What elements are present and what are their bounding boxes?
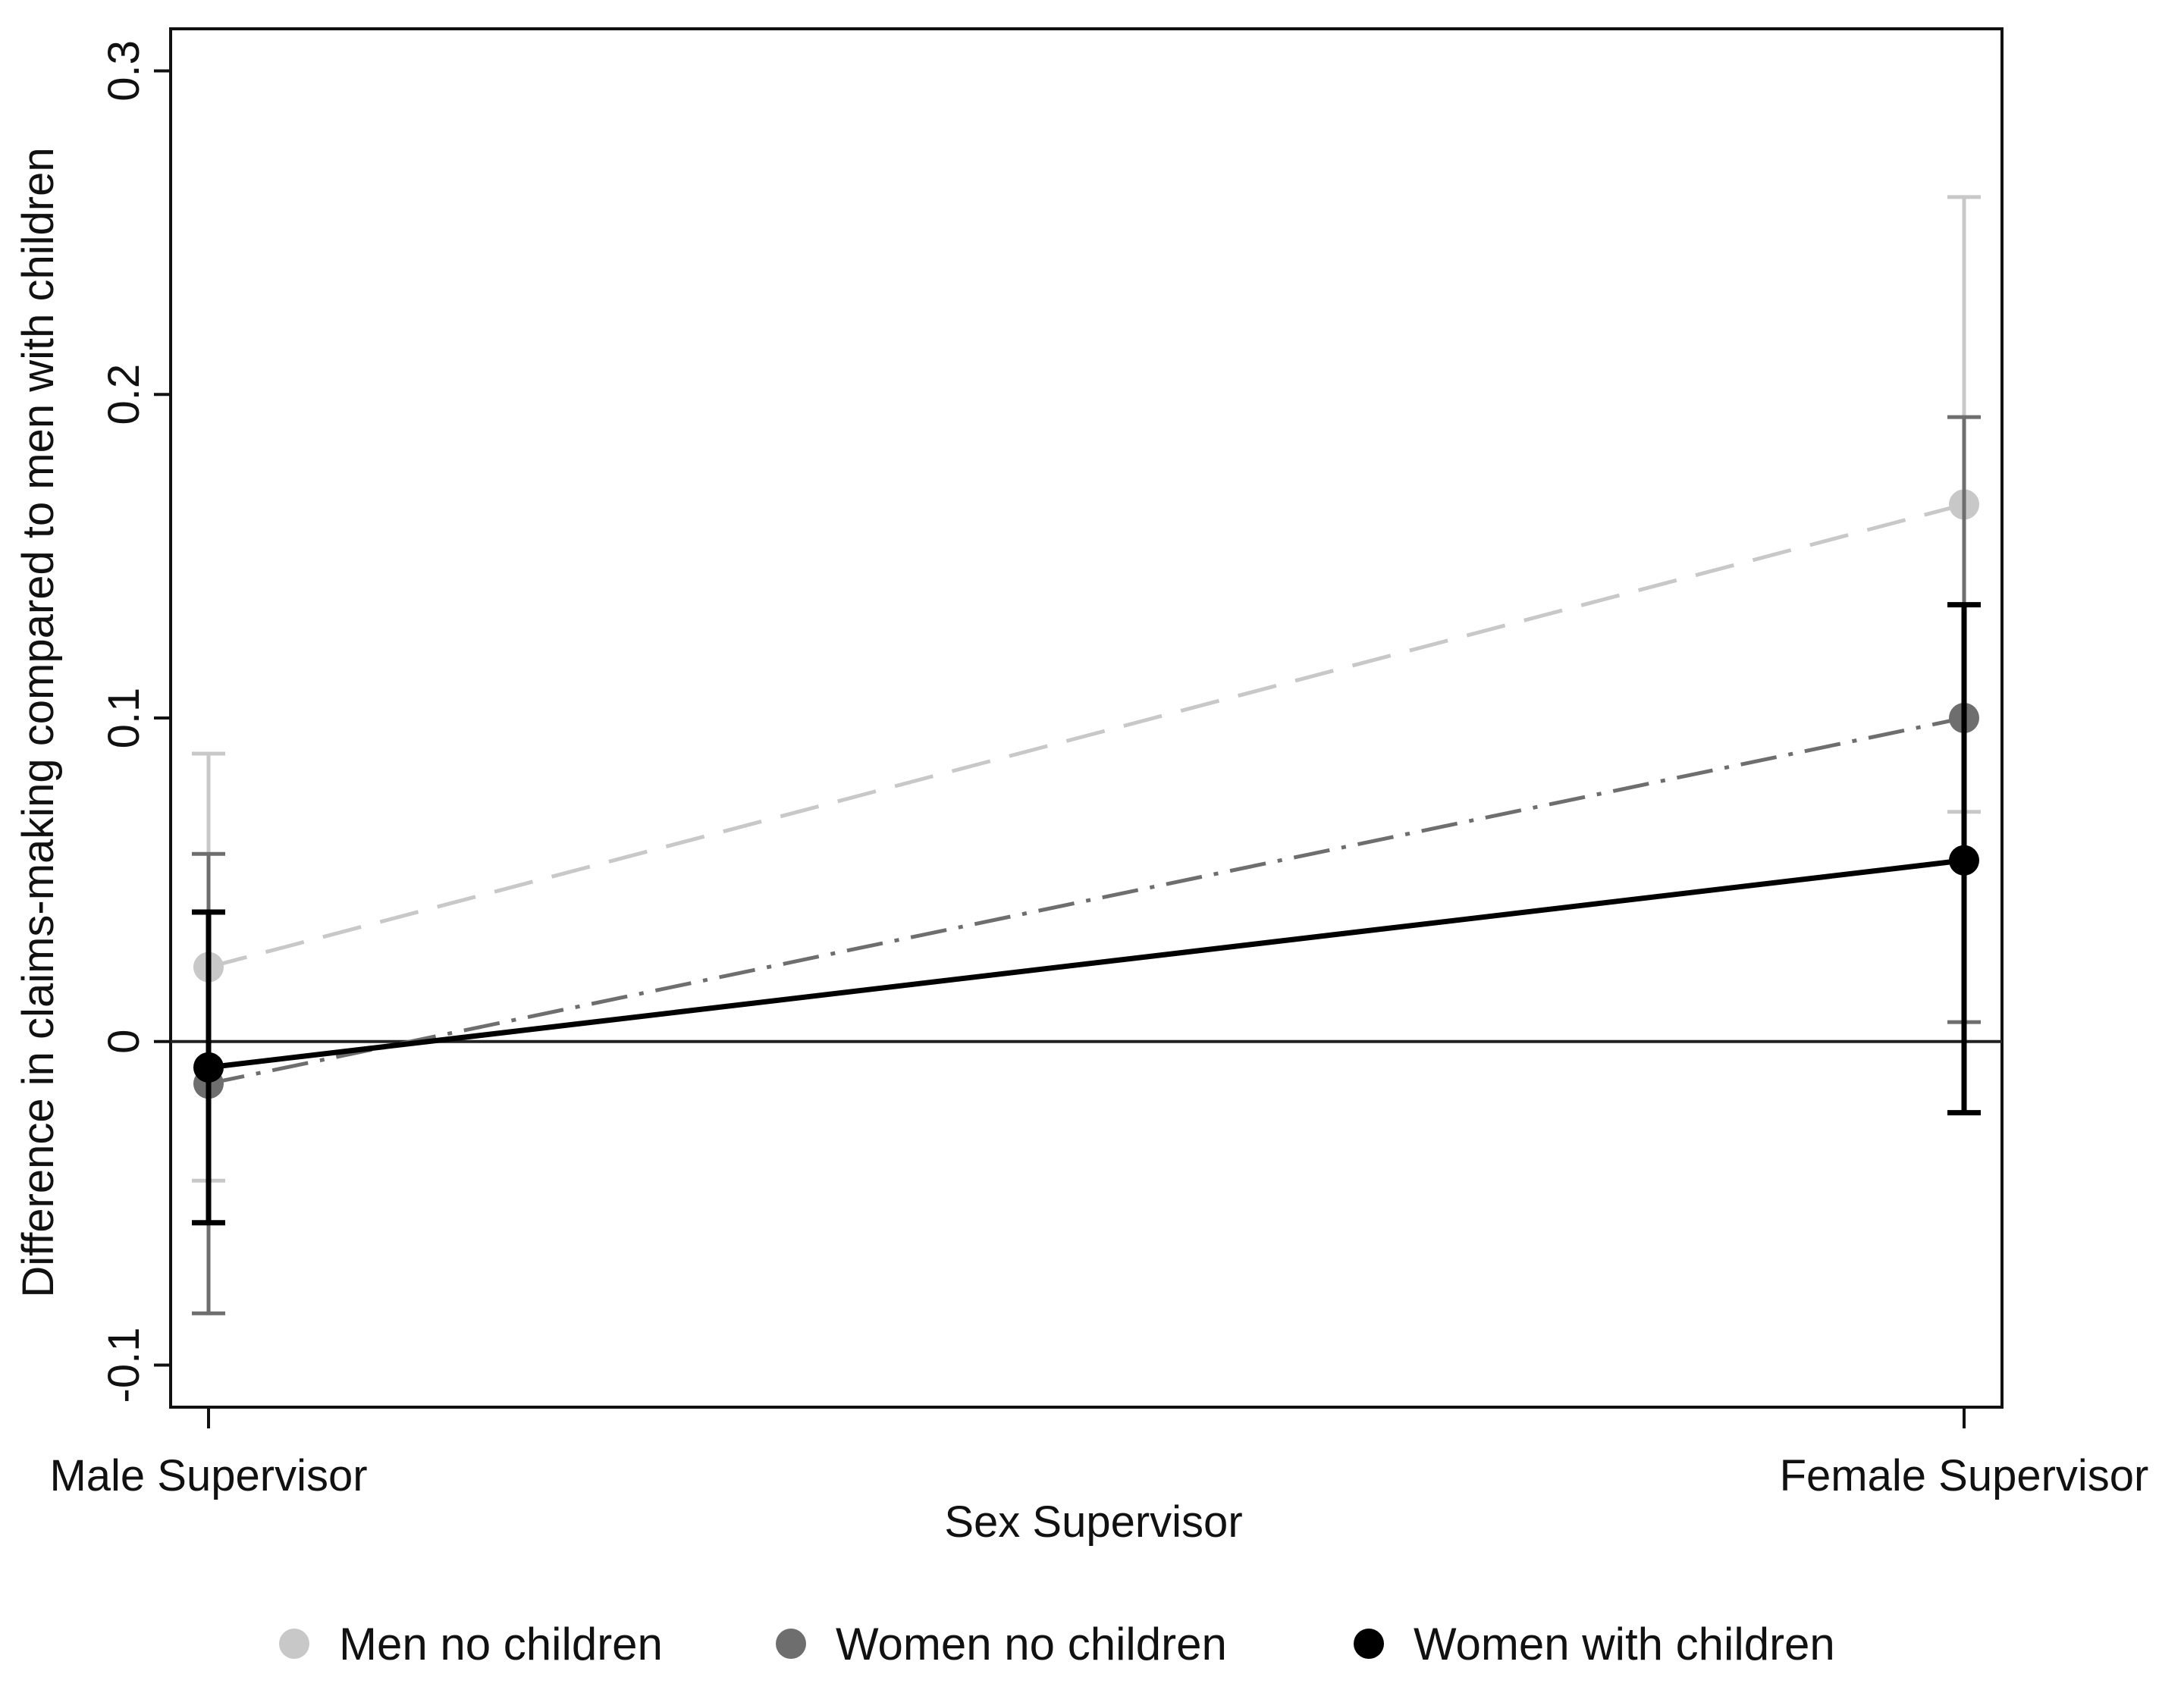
legend: Men no children Women no children Women wi… xyxy=(279,1619,1835,1669)
y-tick-label: 0.2 xyxy=(99,364,149,425)
legend-item: Men no children xyxy=(279,1619,663,1669)
legend-item: Women no children xyxy=(776,1619,1227,1669)
legend-label: Women with children xyxy=(1414,1619,1835,1669)
legend-marker xyxy=(776,1629,806,1659)
data-point xyxy=(193,1052,224,1083)
plot-area xyxy=(169,27,2004,1409)
x-axis-title: Sex Supervisor xyxy=(944,1497,1242,1547)
legend-marker xyxy=(279,1629,309,1659)
series-line xyxy=(208,716,1965,1086)
legend-marker xyxy=(1354,1629,1384,1659)
series-line xyxy=(208,857,1965,1071)
x-axis: Male Supervisor Female Supervisor xyxy=(49,1407,2148,1500)
data-point xyxy=(1949,845,1979,876)
x-tick-label: Female Supervisor xyxy=(1780,1451,2149,1500)
y-axis: -0.1 0 0.1 0.2 0.3 xyxy=(99,40,171,1403)
series-group xyxy=(192,602,1981,1226)
x-tick-label: Male Supervisor xyxy=(49,1451,367,1500)
y-tick-label: -0.1 xyxy=(99,1328,149,1403)
series-line xyxy=(208,502,1965,970)
legend-label: Women no children xyxy=(836,1619,1227,1669)
y-tick-label: 0 xyxy=(99,1030,149,1054)
y-tick-label: 0.1 xyxy=(99,688,149,749)
y-tick-label: 0.3 xyxy=(99,40,149,102)
y-axis-title: Difference in claims-making compared to … xyxy=(14,147,63,1297)
legend-item: Women with children xyxy=(1354,1619,1835,1669)
legend-label: Men no children xyxy=(339,1619,663,1669)
